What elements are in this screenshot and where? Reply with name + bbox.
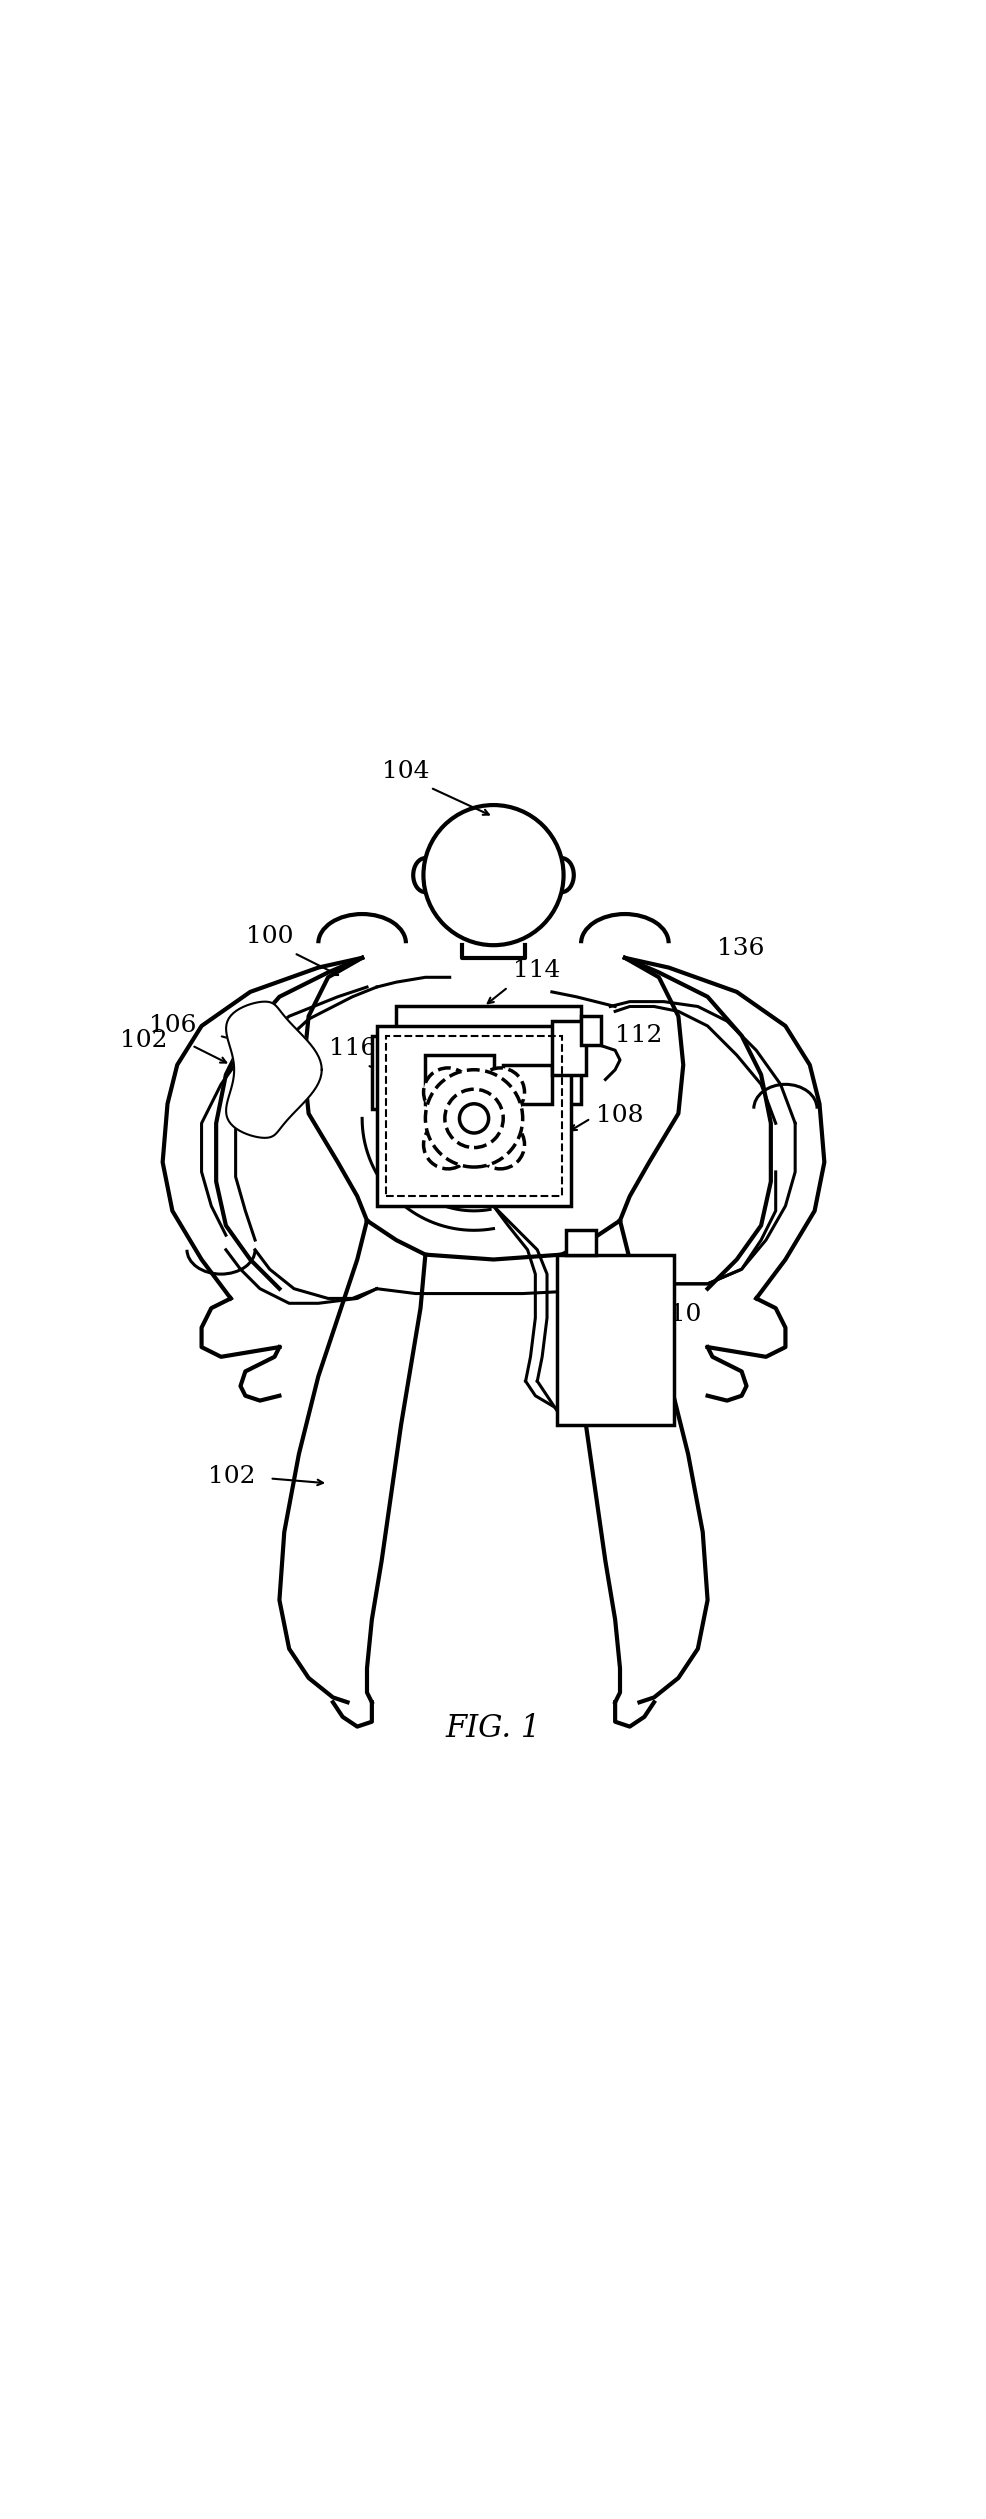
Circle shape xyxy=(475,1121,524,1169)
Text: 106: 106 xyxy=(149,1015,196,1038)
Text: 114: 114 xyxy=(513,960,560,982)
Text: 108: 108 xyxy=(596,1103,643,1126)
Text: FIG. 1: FIG. 1 xyxy=(446,1713,540,1743)
Text: 104: 104 xyxy=(382,761,429,783)
Text: 102: 102 xyxy=(120,1030,168,1053)
Circle shape xyxy=(425,1071,523,1166)
Circle shape xyxy=(458,1103,488,1134)
Polygon shape xyxy=(226,1003,321,1139)
Bar xyxy=(581,1015,599,1045)
Bar xyxy=(372,1035,440,1108)
Circle shape xyxy=(423,1068,471,1116)
Text: 116: 116 xyxy=(328,1038,376,1060)
Text: 102: 102 xyxy=(207,1466,254,1489)
Circle shape xyxy=(423,1121,471,1169)
Bar xyxy=(566,1229,596,1254)
Bar xyxy=(551,1020,586,1076)
Bar xyxy=(377,1025,571,1207)
Text: 110: 110 xyxy=(654,1302,701,1328)
Text: 100: 100 xyxy=(246,924,293,947)
Circle shape xyxy=(423,806,563,945)
Bar xyxy=(395,1008,581,1103)
Bar xyxy=(387,1035,561,1197)
Circle shape xyxy=(475,1068,524,1116)
Text: 136: 136 xyxy=(717,937,764,960)
Bar xyxy=(556,1254,672,1426)
Circle shape xyxy=(445,1088,503,1149)
Bar xyxy=(425,1055,493,1103)
Text: 112: 112 xyxy=(614,1025,662,1048)
Bar xyxy=(503,1066,551,1103)
Text: 112: 112 xyxy=(586,1385,633,1408)
